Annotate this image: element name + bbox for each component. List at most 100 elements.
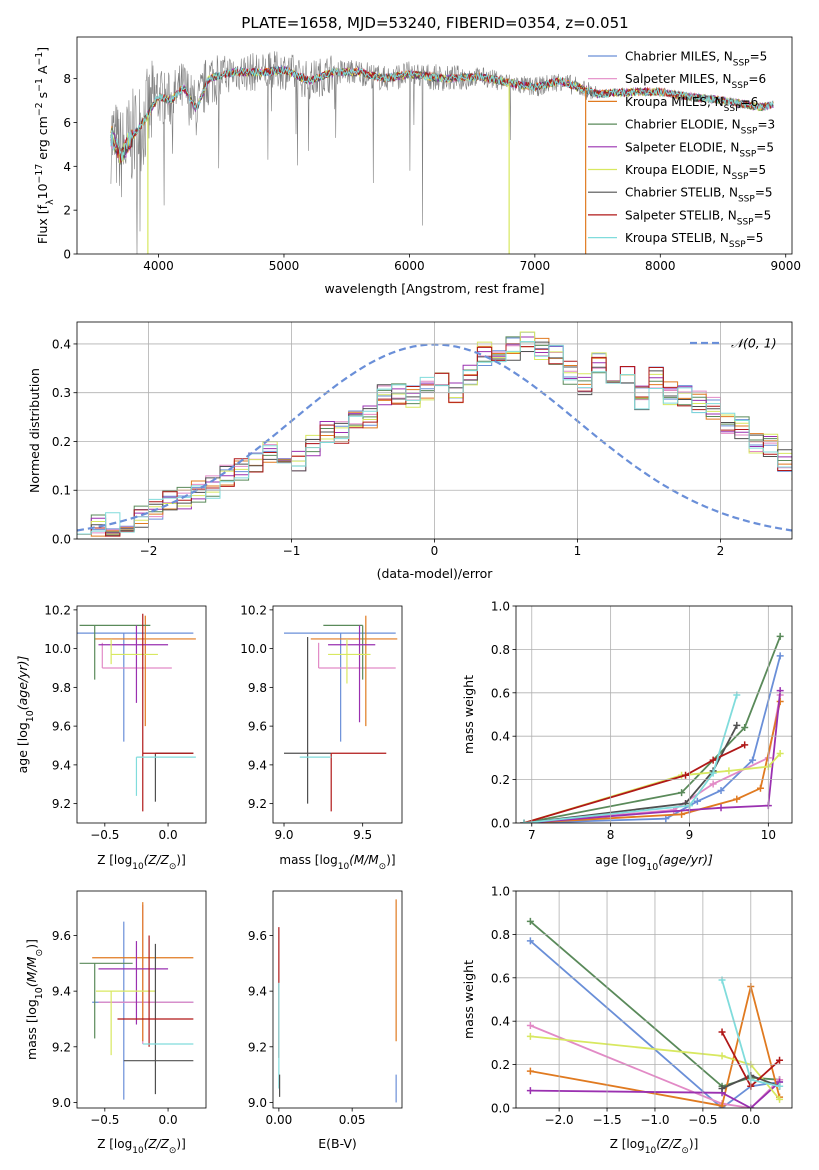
- x-axis-label: mass [log10(M/M⊙)]: [279, 853, 395, 872]
- series-line: [523, 690, 782, 823]
- errorbar-point-salpeter-miles: [98, 904, 194, 1045]
- y-tick-label: 9.0: [52, 1096, 71, 1110]
- y-tick-label: 9.6: [248, 929, 267, 943]
- data-point-marker: [709, 756, 717, 764]
- y-tick-label: 9.2: [52, 797, 71, 811]
- plot-area: [110, 51, 774, 254]
- y-tick-label: 9.4: [52, 758, 71, 772]
- plot-area: [79, 902, 194, 1100]
- x-tick-label: 0.00: [266, 1113, 293, 1127]
- x-tick-label: −1.5: [592, 1113, 621, 1127]
- errorbar-point-salpeter-stelib: [142, 613, 194, 812]
- y-axis-label: Normed distribution: [27, 368, 42, 493]
- data-point-marker: [776, 1082, 784, 1090]
- series-chabrier-miles: [520, 652, 784, 823]
- y-tick-label: 0.1: [52, 484, 71, 498]
- y-axis-label: mass weight: [461, 960, 476, 1039]
- series-line: [523, 694, 738, 823]
- series-chabrier-elodie: [520, 632, 784, 823]
- series-line: [530, 1081, 781, 1108]
- histogram-chabrier-miles: [77, 331, 792, 535]
- errorbar-point-chabrier-elodie: [79, 962, 133, 1039]
- histogram-kroupa-stelib: [77, 341, 792, 535]
- x-tick-label: 10: [761, 828, 776, 842]
- data-point-marker: [741, 741, 749, 749]
- y-tick-label: 2: [63, 204, 71, 218]
- x-tick-label: 8: [607, 828, 615, 842]
- x-axis-label: Z [log10(Z/Z⊙)]: [97, 853, 186, 872]
- legend-label: Chabrier STELIB, NSSP=5: [625, 186, 773, 205]
- x-tick-label: 7: [528, 828, 536, 842]
- legend-label: Chabrier ELODIE, NSSP=3: [625, 118, 775, 137]
- axes-frame: [76, 605, 207, 824]
- legend-label: Kroupa ELODIE, NSSP=5: [625, 163, 766, 182]
- y-tick-label: 0.4: [491, 730, 510, 744]
- errorbar-point-salpeter-miles: [318, 642, 396, 669]
- y-tick-label: 9.2: [248, 1040, 267, 1054]
- data-point-marker: [776, 750, 784, 758]
- legend: Chabrier MILES, NSSP=5 Salpeter MILES, NS…: [588, 50, 775, 250]
- y-axis-label: mass [log10(M/M⊙)]: [24, 939, 45, 1060]
- data-point-marker: [733, 721, 741, 729]
- x-axis-label: wavelength [Angstrom, rest frame]: [324, 281, 544, 296]
- errorbar-point-chabrier-stelib: [284, 637, 332, 804]
- x-tick-label: −1.0: [640, 1113, 669, 1127]
- data-point-marker: [776, 1056, 784, 1064]
- y-tick-label: 0.2: [491, 1058, 510, 1072]
- x-tick-label: 9.5: [353, 828, 372, 842]
- y-tick-label: 8: [63, 72, 71, 86]
- errorbar-point-kroupa-stelib: [135, 756, 196, 796]
- data-point-marker: [718, 1084, 726, 1092]
- y-tick-label: 1.0: [491, 600, 510, 614]
- series-line: [523, 636, 782, 823]
- y-tick-label: 10.2: [240, 603, 267, 617]
- y-tick-label: 4: [63, 160, 71, 174]
- histogram-chabrier-elodie: [77, 336, 792, 535]
- axes-frame: [272, 890, 403, 1109]
- y-tick-label: 0.0: [491, 1102, 510, 1116]
- y-tick-label: 0.3: [52, 386, 71, 400]
- errorbar-point-salpeter-elodie: [98, 625, 169, 703]
- errorbar-point-chabrier-elodie: [323, 624, 364, 680]
- legend-label: 𝒩(0, 1): [731, 336, 777, 351]
- errorbar-point-kroupa-elodie: [328, 638, 371, 684]
- y-tick-label: 0.2: [52, 435, 71, 449]
- x-tick-label: 0.05: [339, 1113, 366, 1127]
- y-tick-label: 9.8: [248, 681, 267, 695]
- x-tick-label: 6000: [394, 259, 425, 273]
- x-tick-label: 7000: [520, 259, 551, 273]
- y-tick-label: 0: [63, 248, 71, 262]
- series-line: [523, 724, 738, 823]
- data-point-marker: [526, 1087, 534, 1095]
- axes-age_weight: 7 8 9 10 0.0 0.2 0.4 0.6 0.8 1.0 mass weight age [l…: [461, 600, 793, 873]
- errorbar-point-kroupa-elodie: [95, 990, 156, 1056]
- y-tick-label: 9.4: [248, 985, 267, 999]
- errorbar-point-salpeter-elodie: [328, 625, 376, 723]
- y-tick-label: 9.4: [248, 758, 267, 772]
- y-tick-label: 0.4: [52, 337, 71, 351]
- errorbar-point-kroupa-miles: [92, 902, 194, 1042]
- y-tick-label: 9.2: [52, 1040, 71, 1054]
- data-point-marker: [526, 917, 534, 925]
- series-line: [530, 986, 781, 1107]
- plot-area: [520, 632, 784, 823]
- data-point-marker: [725, 767, 733, 775]
- errorbar-point-salpeter-miles: [101, 642, 172, 669]
- data-point-marker: [526, 1022, 534, 1030]
- data-point-marker: [526, 1032, 534, 1040]
- plot-area: [278, 899, 397, 1103]
- x-tick-label: 4000: [143, 259, 174, 273]
- data-point-marker: [733, 795, 741, 803]
- x-tick-label: −0.5: [688, 1113, 717, 1127]
- x-tick-label: 8000: [645, 259, 676, 273]
- axes-frame: [515, 890, 793, 1109]
- series-line: [529, 940, 780, 1108]
- x-tick-label: 0.0: [741, 1113, 760, 1127]
- errorbar-point-chabrier-elodie: [79, 624, 151, 680]
- data-point-marker: [776, 1095, 784, 1103]
- errorbar-point-chabrier-miles: [284, 632, 396, 742]
- data-point-marker: [749, 756, 757, 764]
- x-tick-label: 0: [431, 544, 439, 558]
- legend-label: Salpeter STELIB, NSSP=5: [625, 208, 771, 227]
- legend-label: Kroupa MILES, NSSP=6: [625, 95, 758, 114]
